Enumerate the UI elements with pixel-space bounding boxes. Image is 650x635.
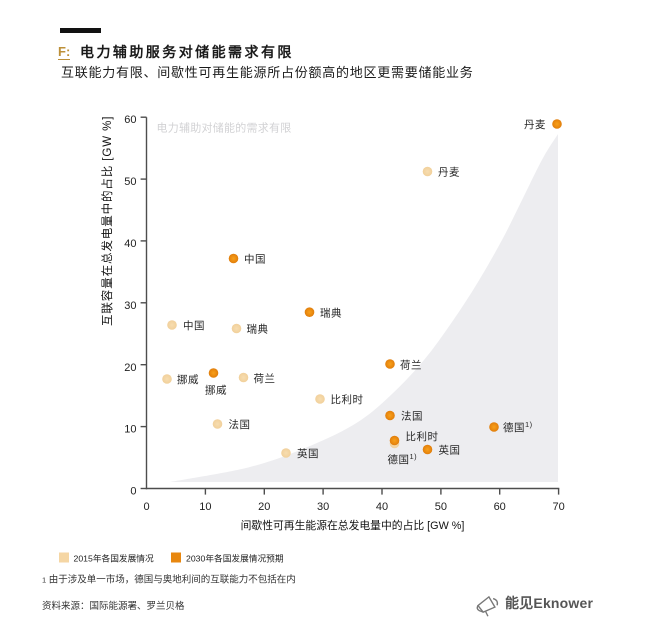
svg-text:50: 50	[124, 176, 136, 188]
svg-text:10: 10	[199, 501, 211, 513]
svg-text:20: 20	[124, 362, 136, 374]
svg-text:30: 30	[124, 300, 136, 312]
svg-text:电力辅助对储能的需求有限: 电力辅助对储能的需求有限	[157, 121, 292, 135]
svg-text:比利时: 比利时	[406, 430, 439, 443]
svg-text:瑞典: 瑞典	[320, 307, 342, 320]
svg-text:60: 60	[124, 114, 136, 126]
svg-text:0: 0	[130, 486, 136, 498]
svg-text:荷兰: 荷兰	[254, 372, 276, 385]
svg-text:2015年各国发展情况: 2015年各国发展情况	[74, 553, 154, 564]
svg-text:40: 40	[124, 238, 136, 250]
svg-text:挪威: 挪威	[205, 384, 227, 397]
svg-text:德国1): 德国1)	[503, 420, 533, 434]
svg-text:法国: 法国	[401, 410, 423, 423]
svg-text:中国: 中国	[183, 319, 205, 332]
svg-text:丹麦: 丹麦	[438, 167, 460, 179]
svg-text:荷兰: 荷兰	[400, 359, 422, 372]
svg-text:1 由于涉及单一市场，德国与奥地利间的互联能力不包括在内: 1 由于涉及单一市场，德国与奥地利间的互联能力不包括在内	[42, 574, 296, 586]
svg-text:丹麦: 丹麦	[524, 119, 546, 131]
svg-text:资料来源：国际能源署、罗兰贝格: 资料来源：国际能源署、罗兰贝格	[42, 600, 185, 612]
svg-text:比利时: 比利时	[331, 393, 364, 406]
svg-text:40: 40	[376, 501, 388, 513]
svg-text:60: 60	[494, 501, 506, 513]
svg-text:中国: 中国	[244, 253, 266, 266]
svg-text:德国1): 德国1)	[388, 452, 418, 466]
svg-text:英国: 英国	[439, 444, 461, 457]
svg-text:挪威: 挪威	[177, 373, 199, 386]
svg-text:瑞典: 瑞典	[247, 323, 269, 336]
svg-text:间歇性可再生能源在总发电量中的占比 [GW %]: 间歇性可再生能源在总发电量中的占比 [GW %]	[241, 518, 465, 532]
svg-text:2030年各国发展情况预期: 2030年各国发展情况预期	[186, 553, 284, 564]
svg-text:法国: 法国	[229, 418, 251, 431]
svg-text:互联容量在总发电量中的占比 [GW %]: 互联容量在总发电量中的占比 [GW %]	[100, 116, 114, 326]
svg-text:10: 10	[124, 424, 136, 436]
svg-text:70: 70	[552, 501, 564, 513]
svg-text:20: 20	[258, 501, 270, 513]
svg-text:50: 50	[435, 501, 447, 513]
svg-text:英国: 英国	[297, 447, 319, 460]
svg-text:30: 30	[317, 501, 329, 513]
svg-text:0: 0	[143, 501, 149, 513]
